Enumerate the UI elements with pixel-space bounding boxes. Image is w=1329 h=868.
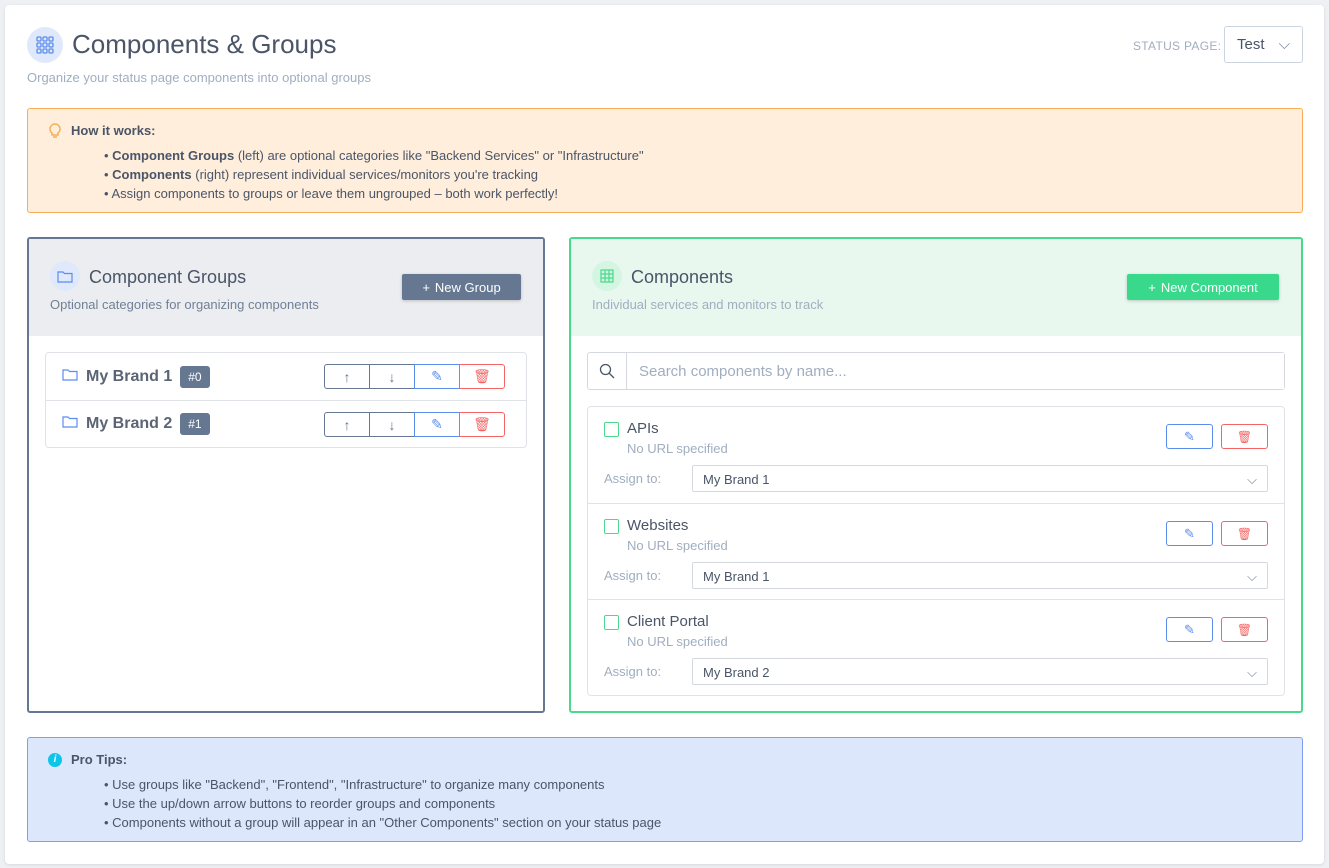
chevron-down-icon: ⌵ xyxy=(1247,569,1257,584)
delete-group-button[interactable]: 🗑 xyxy=(459,364,505,389)
move-up-button[interactable]: ↑ xyxy=(324,364,370,389)
component-name: Client Portal xyxy=(627,613,709,630)
how-item: Component Groups (left) are optional cat… xyxy=(104,146,643,165)
component-url: No URL specified xyxy=(627,634,728,649)
chevron-down-icon: ⌵ xyxy=(1247,665,1257,680)
delete-component-button[interactable]: 🗑 xyxy=(1221,521,1268,546)
component-groups-panel: Component Groups Optional categories for… xyxy=(27,237,545,713)
assign-label: Assign to: xyxy=(604,471,662,486)
component-checkbox[interactable] xyxy=(604,519,619,534)
pro-tips-box: i Pro Tips: Use groups like "Backend", "… xyxy=(27,737,1303,842)
new-group-button[interactable]: + New Group xyxy=(402,274,521,300)
tip-item: Use groups like "Backend", "Frontend", "… xyxy=(104,775,661,794)
group-row: My Brand 2 #1 ↑ ↓ ✎ 🗑 xyxy=(46,400,526,447)
how-item: Components (right) represent individual … xyxy=(104,165,644,184)
search-field xyxy=(587,352,1285,390)
folder-icon xyxy=(62,415,78,433)
component-row: APIs No URL specified ✎ 🗑 Assign to: My … xyxy=(588,407,1284,503)
pencil-icon: ✎ xyxy=(1184,428,1195,444)
group-name: My Brand 1 xyxy=(86,367,173,385)
assign-label: Assign to: xyxy=(604,664,662,679)
search-input[interactable] xyxy=(627,353,1284,389)
page-title: Components & Groups xyxy=(72,29,337,59)
panel-title: Components xyxy=(631,267,734,287)
move-down-button[interactable]: ↓ xyxy=(369,364,415,389)
how-it-works-box: How it works: Component Groups (left) ar… xyxy=(27,108,1303,213)
component-name: Websites xyxy=(627,517,689,534)
how-it-works-title: How it works: xyxy=(71,123,156,138)
trash-icon: 🗑 xyxy=(1236,429,1253,444)
component-row: Client Portal No URL specified ✎ 🗑 Assig… xyxy=(588,599,1284,695)
components-panel: Components Individual services and monit… xyxy=(569,237,1303,713)
component-checkbox[interactable] xyxy=(604,422,619,437)
group-order-badge: #1 xyxy=(180,413,210,435)
assign-group-select[interactable]: My Brand 1 ⌵ xyxy=(692,562,1268,589)
tip-item: Use the up/down arrow buttons to reorder… xyxy=(104,794,661,813)
edit-component-button[interactable]: ✎ xyxy=(1166,521,1213,546)
assign-label: Assign to: xyxy=(604,568,662,583)
folder-icon xyxy=(62,368,78,386)
page-subtitle: Organize your status page components int… xyxy=(27,70,371,85)
trash-icon: 🗑 xyxy=(1236,526,1253,541)
edit-component-button[interactable]: ✎ xyxy=(1166,617,1213,642)
group-name: My Brand 2 xyxy=(86,415,173,432)
status-page-label: STATUS PAGE: xyxy=(1133,39,1222,53)
how-item: Assign components to groups or leave the… xyxy=(104,184,644,203)
pencil-icon: ✎ xyxy=(1184,525,1195,541)
chevron-down-icon: ⌵ xyxy=(1278,36,1290,53)
status-page-select[interactable]: Test ⌵ xyxy=(1224,26,1303,63)
component-url: No URL specified xyxy=(627,441,728,456)
delete-component-button[interactable]: 🗑 xyxy=(1221,424,1268,449)
plus-icon: + xyxy=(422,279,430,295)
component-name: APIs xyxy=(627,420,659,437)
assign-group-select[interactable]: My Brand 2 ⌵ xyxy=(692,658,1268,685)
chevron-down-icon: ⌵ xyxy=(1247,472,1257,487)
tip-item: Components without a group will appear i… xyxy=(104,813,661,832)
delete-group-button[interactable]: 🗑 xyxy=(459,412,505,437)
trash-icon: 🗑 xyxy=(1236,622,1253,637)
component-url: No URL specified xyxy=(627,538,728,553)
folder-icon xyxy=(50,261,80,291)
component-checkbox[interactable] xyxy=(604,615,619,630)
pencil-icon: ✎ xyxy=(1184,621,1195,637)
move-down-button[interactable]: ↓ xyxy=(369,412,415,437)
status-page-value: Test xyxy=(1237,36,1265,53)
grid-icon xyxy=(27,27,63,63)
panel-subtitle: Optional categories for organizing compo… xyxy=(50,297,319,312)
panel-subtitle: Individual services and monitors to trac… xyxy=(592,297,824,312)
search-icon xyxy=(588,353,627,389)
delete-component-button[interactable]: 🗑 xyxy=(1221,617,1268,642)
new-component-button[interactable]: + New Component xyxy=(1127,274,1279,300)
page: Components & Groups Organize your status… xyxy=(5,5,1324,864)
assign-group-select[interactable]: My Brand 1 ⌵ xyxy=(692,465,1268,492)
table-icon xyxy=(592,261,622,291)
plus-icon: + xyxy=(1148,279,1156,295)
group-order-badge: #0 xyxy=(180,365,210,388)
panel-title: Component Groups xyxy=(89,267,247,287)
edit-group-button[interactable]: ✎ xyxy=(414,364,460,389)
info-icon: i xyxy=(48,753,62,767)
edit-group-button[interactable]: ✎ xyxy=(414,412,460,437)
group-row: My Brand 1 #0 ↑ ↓ ✎ 🗑 xyxy=(46,353,526,400)
move-up-button[interactable]: ↑ xyxy=(324,412,370,437)
component-row: Websites No URL specified ✎ 🗑 Assign to:… xyxy=(588,503,1284,599)
edit-component-button[interactable]: ✎ xyxy=(1166,424,1213,449)
pro-tips-title: Pro Tips: xyxy=(71,752,128,767)
lightbulb-icon xyxy=(48,123,62,144)
